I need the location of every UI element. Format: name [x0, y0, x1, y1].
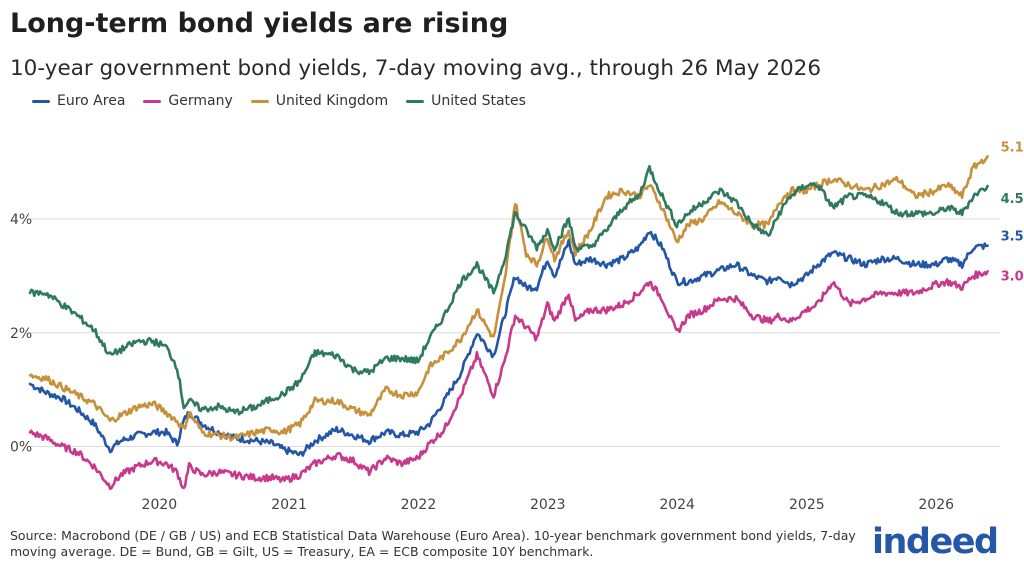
x-tick-label: 2022 [401, 497, 437, 513]
legend: Euro Area Germany United Kingdom United … [32, 93, 544, 109]
x-tick-label: 2024 [659, 497, 695, 513]
end-label-united-states: 4.58% [1001, 192, 1024, 207]
x-tick-label: 2026 [918, 497, 954, 513]
end-label-germany: 3.08% [1001, 269, 1024, 284]
y-tick-label: 4% [10, 212, 32, 228]
legend-swatch-united-kingdom [250, 99, 269, 103]
legend-item-united-states: United States [406, 93, 526, 109]
legend-label-germany: Germany [168, 93, 233, 109]
end-label-euro-area: 3.53% [1001, 230, 1024, 245]
end-label-united-kingdom: 5.10% [1001, 140, 1024, 155]
legend-swatch-germany [143, 99, 162, 103]
legend-swatch-united-states [406, 99, 425, 103]
legend-swatch-euro-area [32, 99, 50, 103]
x-tick-label: 2023 [530, 497, 566, 513]
legend-label-euro-area: Euro Area [57, 93, 126, 109]
chart-subtitle: 10-year government bond yields, 7-day mo… [10, 56, 822, 81]
legend-item-united-kingdom: United Kingdom [250, 93, 389, 109]
x-tick-label: 2020 [142, 497, 178, 513]
series-line-germany [28, 270, 989, 491]
series-line-united-states [28, 164, 989, 416]
legend-item-euro-area: Euro Area [32, 93, 125, 109]
legend-label-united-states: United States [431, 93, 526, 109]
y-tick-label: 0% [10, 440, 32, 456]
legend-label-united-kingdom: United Kingdom [275, 93, 389, 109]
chart-title: Long-term bond yields are rising [10, 8, 509, 39]
x-tick-label: 2021 [271, 497, 307, 513]
source-note: Source: Macrobond (DE / GB / US) and ECB… [10, 528, 856, 559]
indeed-logo: indeed [872, 522, 999, 562]
y-tick-label: 2% [10, 326, 32, 342]
legend-item-germany: Germany [143, 93, 233, 109]
x-tick-label: 2025 [789, 497, 825, 513]
